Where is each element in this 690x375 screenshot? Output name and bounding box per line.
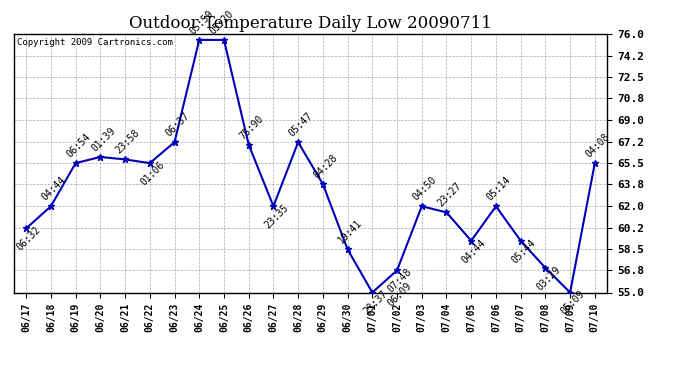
Text: 03:29: 03:29 [534,264,562,292]
Title: Outdoor Temperature Daily Low 20090711: Outdoor Temperature Daily Low 20090711 [129,15,492,32]
Text: 23:37: 23:37 [361,289,389,317]
Text: 06:37: 06:37 [164,111,191,139]
Text: 19:41: 19:41 [337,218,364,246]
Text: 04:08: 04:08 [584,132,611,160]
Text: 05:47: 05:47 [287,111,315,139]
Text: 06:54: 06:54 [64,132,92,160]
Text: 05:44: 05:44 [509,237,538,265]
Text: 05:59: 05:59 [188,9,216,36]
Text: 01:39: 01:39 [89,126,117,153]
Text: Copyright 2009 Cartronics.com: Copyright 2009 Cartronics.com [17,38,172,46]
Text: 75:90: 75:90 [237,113,266,141]
Text: 07:48: 07:48 [386,267,414,294]
Text: 04:28: 04:28 [312,153,339,180]
Text: 06:09: 06:09 [386,280,414,308]
Text: 04:44: 04:44 [40,175,68,203]
Text: 06:32: 06:32 [15,225,43,253]
Text: 05:09: 05:09 [559,289,586,317]
Text: 05:20: 05:20 [207,9,235,36]
Text: 04:50: 04:50 [411,175,438,203]
Text: 23:58: 23:58 [114,128,141,156]
Text: 01:06: 01:06 [139,159,166,188]
Text: 23:27: 23:27 [435,181,463,209]
Text: 04:44: 04:44 [460,237,488,265]
Text: 23:35: 23:35 [262,202,290,231]
Text: 05:14: 05:14 [485,175,513,203]
